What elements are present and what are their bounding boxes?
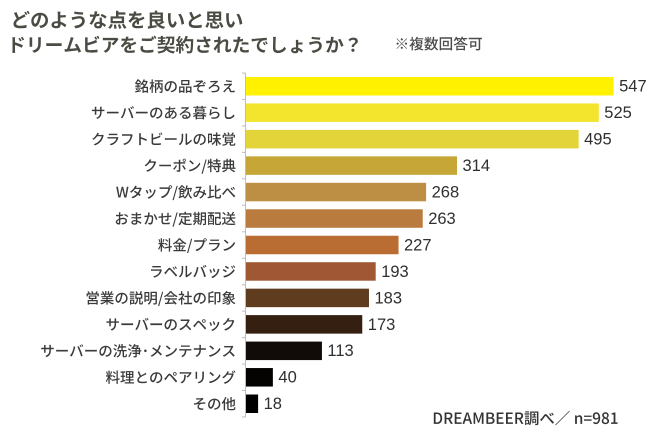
svg-text:173: 173: [368, 316, 396, 334]
svg-text:263: 263: [428, 210, 456, 228]
svg-text:268: 268: [432, 183, 460, 201]
svg-text:193: 193: [381, 263, 409, 281]
svg-text:314: 314: [463, 157, 491, 175]
svg-text:18: 18: [264, 395, 282, 413]
svg-text:495: 495: [584, 131, 612, 149]
svg-text:40: 40: [278, 369, 296, 387]
svg-text:525: 525: [604, 104, 632, 122]
svg-text:547: 547: [619, 78, 647, 96]
svg-text:227: 227: [404, 236, 432, 254]
svg-text:183: 183: [375, 289, 403, 307]
svg-text:113: 113: [327, 342, 353, 360]
